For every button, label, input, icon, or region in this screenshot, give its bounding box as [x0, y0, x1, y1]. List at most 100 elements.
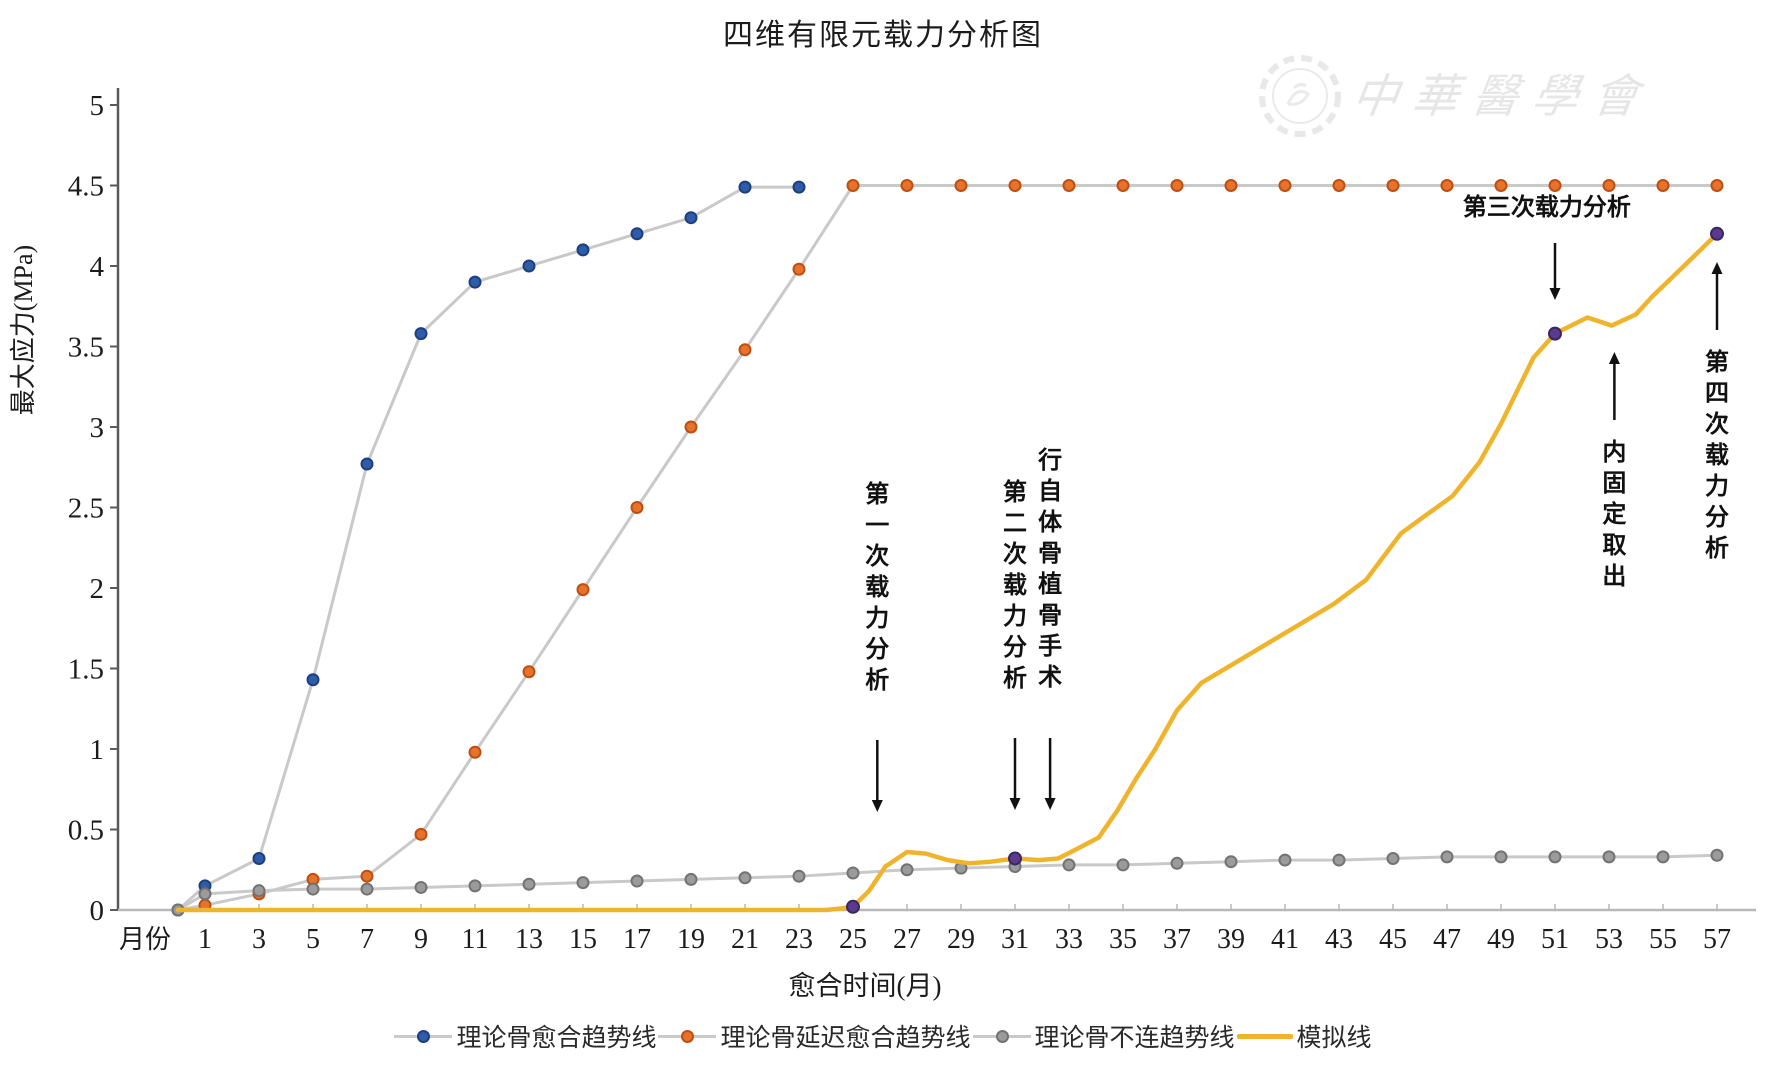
- marker-delayed-healing-trend: [684, 420, 698, 434]
- legend-item-healing-trend: 理论骨愈合趋势线: [394, 1018, 656, 1054]
- legend-marker-line-icon: [394, 1029, 453, 1043]
- marker-healing-trend: [468, 275, 482, 289]
- x-tick-label: 57: [1703, 924, 1731, 955]
- legend-label: 理论骨延迟愈合趋势线: [720, 1025, 971, 1052]
- marker-delayed-healing-trend: [468, 745, 482, 759]
- marker-nonunion-trend: [1278, 853, 1292, 867]
- marker-nonunion-trend: [1170, 856, 1184, 870]
- marker-nonunion-trend: [1332, 853, 1346, 867]
- annotation-label-third-load-analysis: 第三次载力分析: [1463, 193, 1631, 221]
- x-tick-label: 43: [1325, 924, 1353, 955]
- y-tick-label: 1: [90, 734, 105, 766]
- watermark-emblem-figure: [1286, 82, 1310, 106]
- annotation-arrowhead-fourth-load-analysis: [1711, 262, 1723, 274]
- marker-delayed-healing-trend: [522, 665, 536, 679]
- y-tick-label: 3.5: [68, 332, 104, 364]
- y-tick-label: 0.5: [68, 815, 104, 847]
- watermark-text: 中華醫學會: [1349, 71, 1656, 122]
- legend-item-delayed-healing-trend: 理论骨延迟愈合趋势线: [658, 1018, 971, 1054]
- x-tick-label: 15: [569, 924, 597, 955]
- x-tick-label: 39: [1217, 924, 1245, 955]
- marker-healing-trend: [360, 457, 374, 471]
- marker-nonunion-trend: [1602, 850, 1616, 864]
- marker-healing-trend: [522, 259, 536, 273]
- x-tick-label: 9: [414, 924, 428, 955]
- legend-label: 模拟线: [1296, 1025, 1372, 1052]
- legend-marker-line-icon: [658, 1029, 717, 1043]
- annotation-label-first-load-analysis: 第一次载力分析: [865, 480, 889, 694]
- annotation-label-fourth-load-analysis: 第四次载力分析: [1705, 348, 1729, 562]
- x-origin-label: 月份: [119, 925, 171, 954]
- marker-nonunion-trend: [1224, 855, 1238, 869]
- x-tick-label: 3: [252, 924, 266, 955]
- marker-nonunion-trend: [1062, 858, 1076, 872]
- marker-nonunion-trend: [198, 887, 212, 901]
- marker-delayed-healing-trend: [1602, 179, 1616, 192]
- marker-nonunion-trend: [468, 879, 482, 893]
- y-tick-label: 2: [90, 573, 105, 605]
- annotation-arrowhead-fixation-removal: [1608, 352, 1620, 364]
- watermark-emblem-icon: [1259, 55, 1341, 137]
- marker-delayed-healing-trend: [576, 583, 590, 597]
- marker-delayed-healing-trend: [1116, 179, 1130, 192]
- marker-delayed-healing-trend: [738, 343, 752, 357]
- annotation-arrowhead-first-load-analysis: [871, 800, 883, 812]
- y-tick-label: 2.5: [68, 493, 104, 525]
- marker-nonunion-trend: [738, 871, 752, 885]
- x-tick-label: 11: [462, 924, 489, 955]
- marker-delayed-healing-trend: [954, 179, 968, 192]
- marker-delayed-healing-trend: [1170, 179, 1184, 192]
- marker-healing-trend: [630, 227, 644, 241]
- legend-marker-yellow-line-icon: [1236, 1033, 1293, 1039]
- marker-delayed-healing-trend: [1494, 179, 1508, 192]
- y-tick-label: 4: [90, 251, 105, 283]
- series-line-nonunion-trend: [177, 853, 1718, 912]
- x-tick-label: 29: [947, 924, 975, 955]
- x-tick-label: 13: [515, 924, 543, 955]
- marker-healing-trend: [738, 180, 752, 194]
- marker-delayed-healing-trend: [900, 179, 914, 192]
- legend-item-simulation-line: 模拟线: [1236, 1018, 1372, 1054]
- marker-delayed-healing-trend: [1008, 179, 1022, 192]
- event-marker: [1008, 851, 1022, 866]
- x-tick-label: 35: [1109, 924, 1137, 955]
- x-tick-label: 51: [1541, 924, 1569, 955]
- x-tick-label: 47: [1433, 924, 1461, 955]
- event-marker: [846, 899, 860, 914]
- marker-delayed-healing-trend: [1548, 179, 1562, 192]
- x-tick-label: 7: [360, 924, 374, 955]
- annotation-label-bone-graft-surgery: 行自体骨植骨手术: [1037, 446, 1063, 691]
- chart-title: 四维有限元载力分析图: [723, 19, 1043, 52]
- x-axis-title: 愈合时间(月): [789, 971, 942, 1001]
- x-tick-label: 33: [1055, 924, 1083, 955]
- marker-nonunion-trend: [414, 880, 428, 894]
- x-tick-label: 55: [1649, 924, 1677, 955]
- marker-delayed-healing-trend: [1062, 179, 1076, 192]
- marker-healing-trend: [792, 180, 806, 194]
- event-marker: [1548, 326, 1562, 341]
- y-tick-label: 3: [90, 412, 105, 444]
- y-tick-label: 1.5: [68, 654, 104, 686]
- x-tick-label: 17: [623, 924, 651, 955]
- x-tick-label: 37: [1163, 924, 1191, 955]
- legend-marker-dot-icon: [681, 1029, 695, 1043]
- marker-delayed-healing-trend: [360, 869, 374, 883]
- x-tick-label: 31: [1001, 924, 1029, 955]
- series-line-delayed-healing-trend: [177, 184, 1717, 912]
- marker-nonunion-trend: [306, 882, 320, 896]
- series-line-healing-trend: [176, 185, 799, 912]
- marker-nonunion-trend: [792, 869, 806, 883]
- x-tick-label: 25: [839, 924, 867, 955]
- series-line-simulation-line: [175, 231, 1720, 913]
- x-tick-label: 45: [1379, 924, 1407, 955]
- annotation-label-fixation-removal: 内固定取出: [1602, 439, 1626, 590]
- marker-delayed-healing-trend: [792, 262, 806, 276]
- marker-nonunion-trend: [1440, 850, 1454, 864]
- x-tick-label: 49: [1487, 924, 1515, 955]
- annotation-arrowhead-second-load-analysis: [1009, 798, 1021, 810]
- marker-delayed-healing-trend: [1656, 179, 1670, 192]
- marker-healing-trend: [414, 327, 428, 341]
- marker-nonunion-trend: [1116, 858, 1130, 872]
